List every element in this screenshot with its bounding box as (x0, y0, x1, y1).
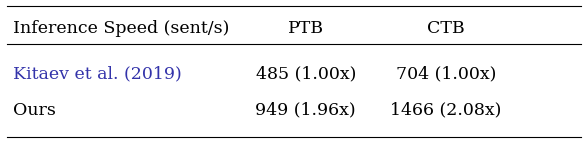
Text: CTB: CTB (427, 20, 465, 37)
Text: 1466 (2.08x): 1466 (2.08x) (390, 102, 502, 119)
Text: PTB: PTB (288, 20, 324, 37)
Text: 949 (1.96x): 949 (1.96x) (255, 102, 356, 119)
Text: 485 (1.00x): 485 (1.00x) (256, 65, 356, 83)
Text: Kitaev et al. (2019): Kitaev et al. (2019) (13, 65, 182, 83)
Text: 704 (1.00x): 704 (1.00x) (396, 65, 496, 83)
Text: Inference Speed (sent/s): Inference Speed (sent/s) (13, 20, 229, 37)
Text: Ours: Ours (13, 102, 56, 119)
